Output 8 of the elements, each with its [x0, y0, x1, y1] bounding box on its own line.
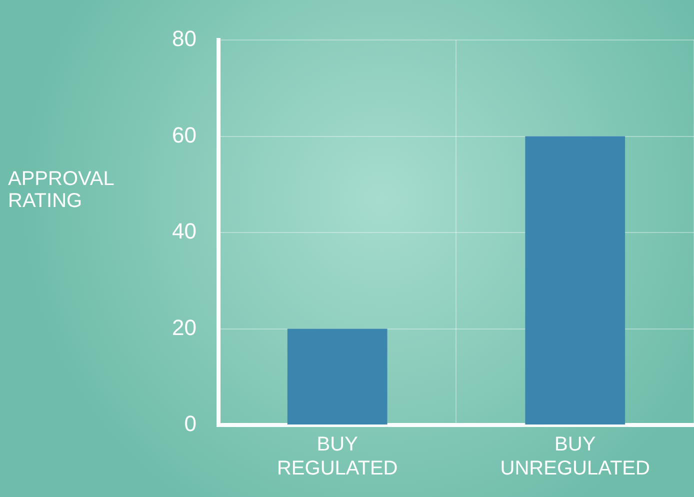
y-axis-title: APPROVAL RATING — [8, 168, 115, 212]
y-tick-label: 60 — [172, 122, 196, 148]
y-tick-label: 80 — [172, 26, 196, 52]
x-tick-label: BUY UNREGULATED — [500, 434, 650, 480]
y-tick-label: 40 — [172, 218, 196, 244]
y-tick-label: 20 — [172, 314, 196, 340]
y-tick-label: 0 — [184, 411, 196, 436]
x-tick-label: BUY REGULATED — [276, 434, 398, 480]
